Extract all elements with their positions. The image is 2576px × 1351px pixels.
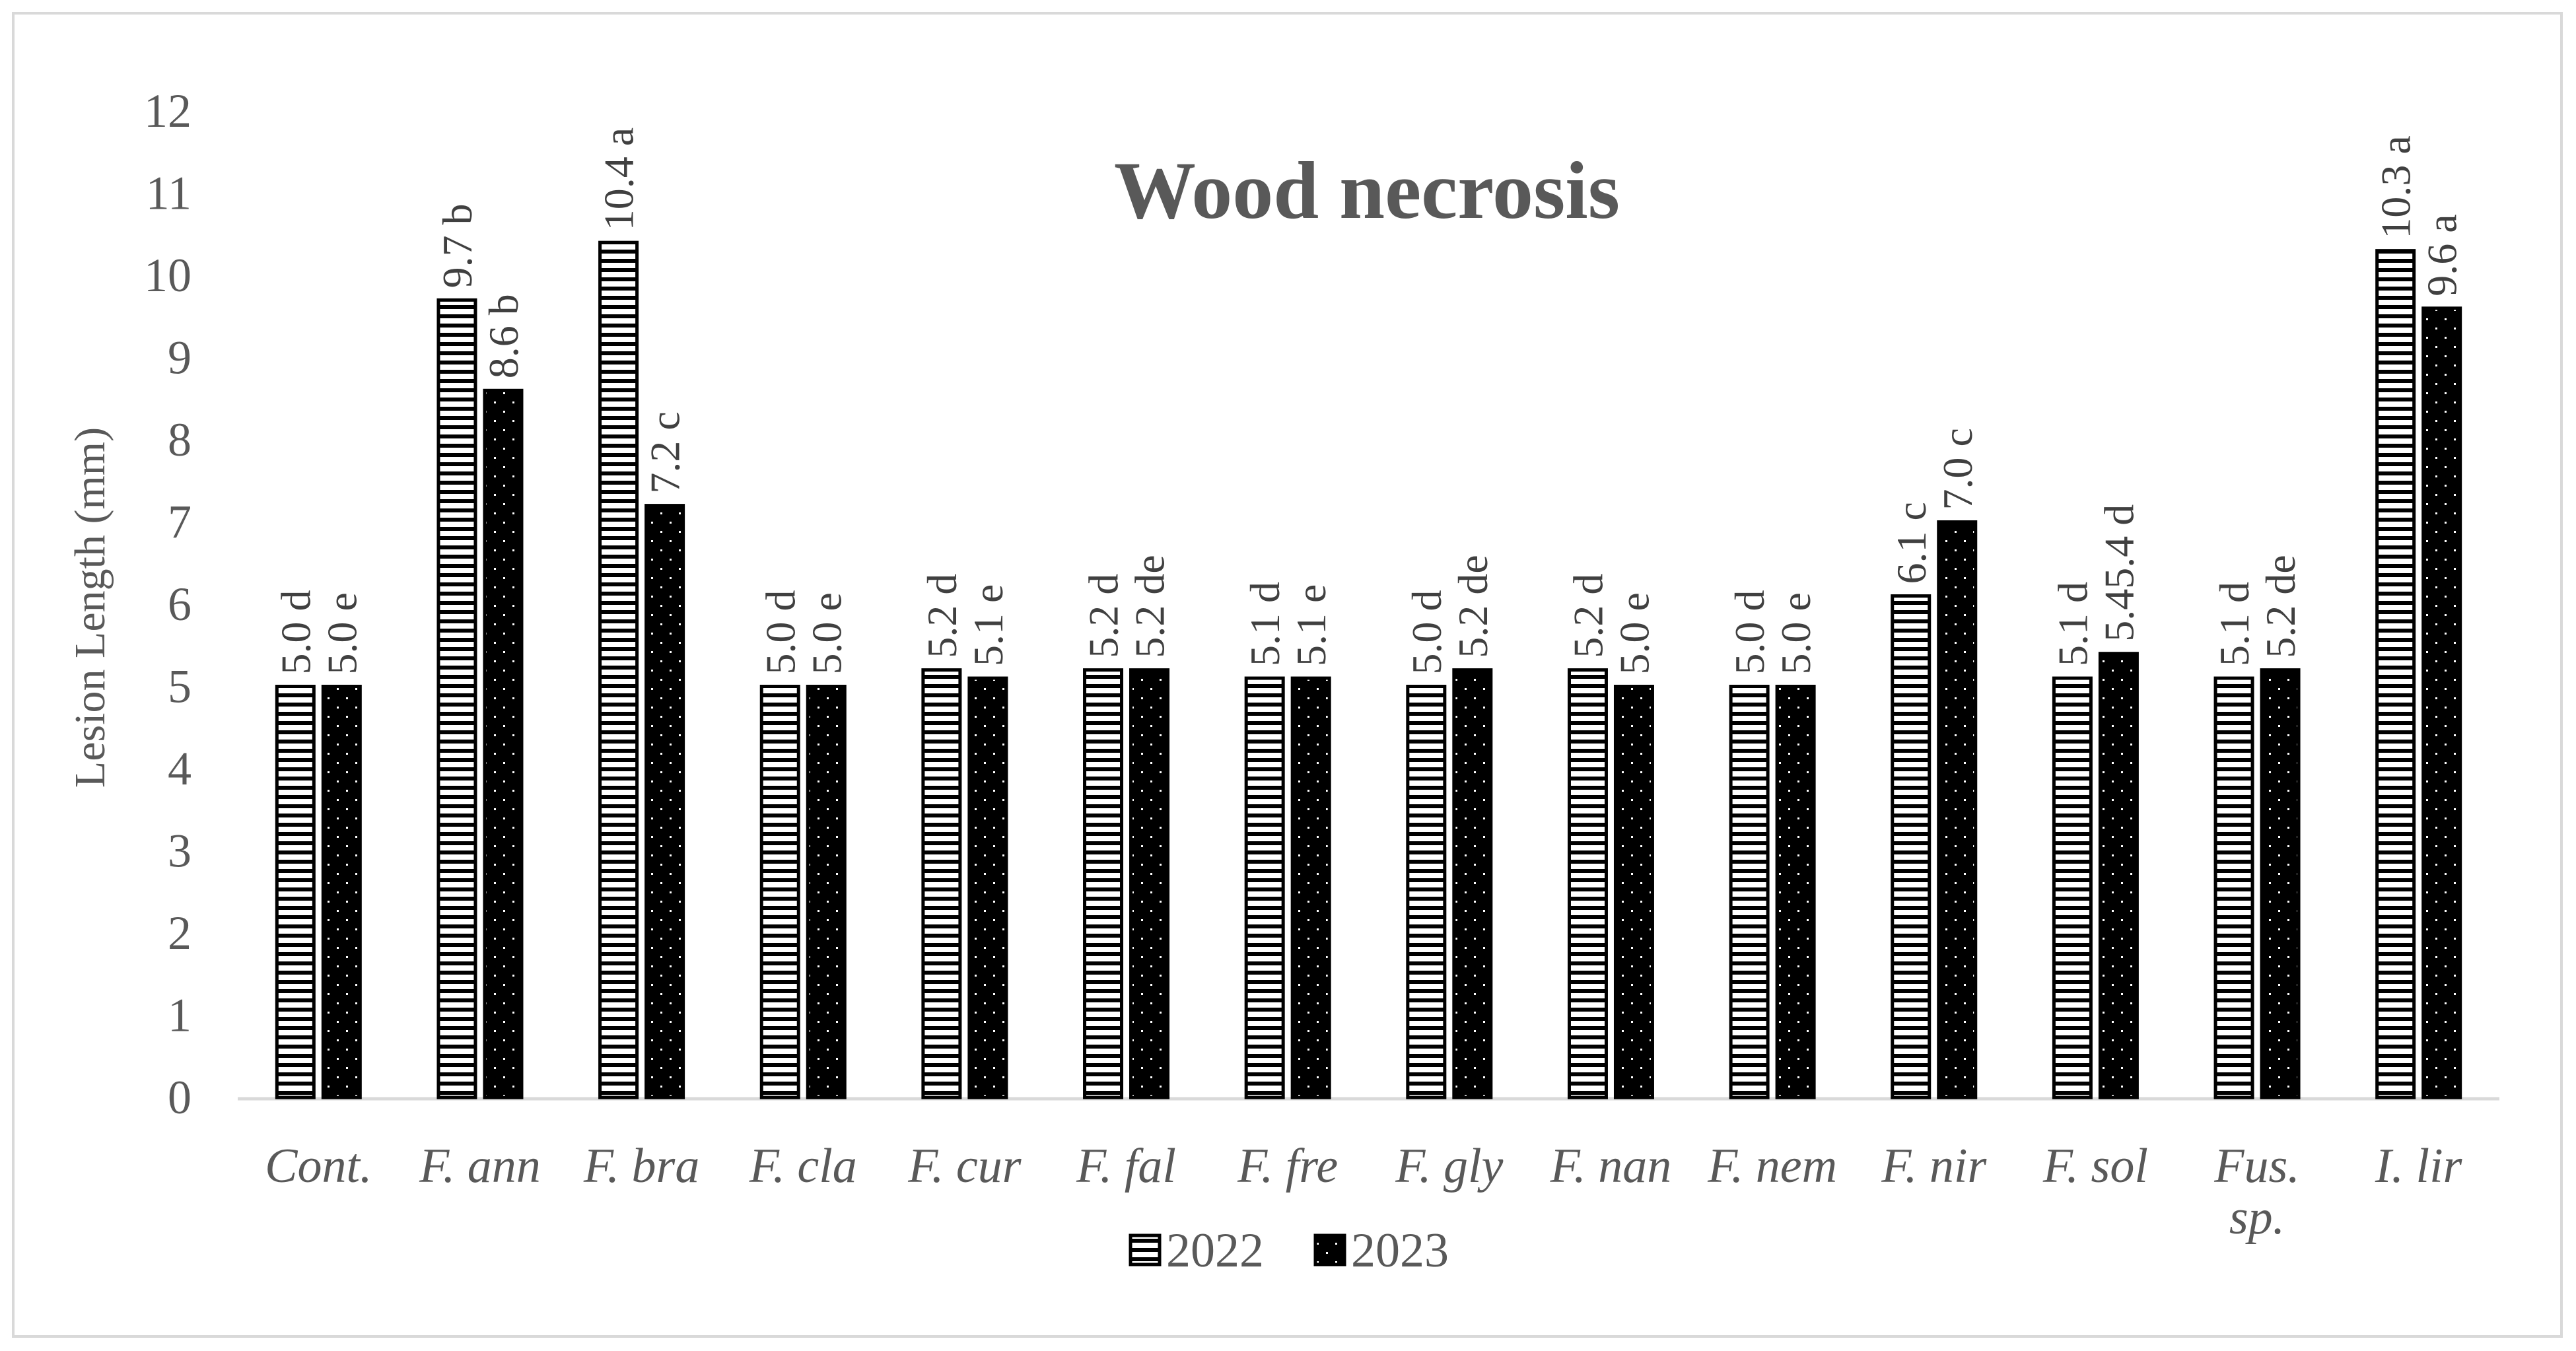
y-tick-label: 5 <box>168 660 191 713</box>
bars <box>275 240 2462 1099</box>
x-category-label: F. gly <box>1395 1139 1503 1193</box>
data-label: 5.0 e <box>1611 592 1657 674</box>
legend-label-2023: 2023 <box>1351 1224 1449 1278</box>
chart-title: Wood necrosis <box>1114 145 1620 236</box>
data-label: 9.7 b <box>434 203 481 288</box>
bar-2023 <box>806 685 847 1099</box>
data-label: 5.2 de <box>1127 555 1173 658</box>
bar-2023 <box>1937 520 1978 1099</box>
data-label: 5.2 de <box>2257 555 2304 658</box>
data-label: 5.0 d <box>1726 590 1773 675</box>
x-category-label: F. fre <box>1237 1139 1338 1193</box>
y-tick-label: 10 <box>144 249 191 302</box>
data-label: 5.1 e <box>1288 584 1335 666</box>
data-label: 5.0 d <box>272 590 319 675</box>
bar-2023 <box>1290 676 1331 1099</box>
legend-label-2022: 2022 <box>1166 1224 1264 1278</box>
bar-2022 <box>1567 668 1608 1099</box>
data-label: 5.0 e <box>318 592 365 674</box>
y-tick-label: 1 <box>168 989 191 1042</box>
data-label: 5.0 e <box>1772 592 1819 674</box>
bar-2023 <box>2098 652 2139 1099</box>
bar-2023 <box>321 685 362 1099</box>
x-category-label: F. sol <box>2042 1139 2148 1193</box>
x-category-label: F. nem <box>1707 1139 1837 1193</box>
data-label: 5.45.4 d <box>2095 504 2142 642</box>
y-tick-label: 11 <box>146 167 191 220</box>
bar-2023 <box>1775 685 1816 1099</box>
data-label: 5.2 de <box>1449 555 1496 658</box>
bar-2023 <box>1129 668 1170 1099</box>
bar-2023 <box>967 676 1008 1099</box>
bar-2023 <box>2421 306 2462 1099</box>
data-label: 9.6 a <box>2419 214 2466 296</box>
x-category-label: Fus. <box>2213 1139 2300 1193</box>
y-tick-label: 12 <box>144 85 191 137</box>
bar-2022 <box>2052 676 2093 1099</box>
bar-2022 <box>1244 676 1285 1099</box>
data-label: 6.1 c <box>1888 502 1935 584</box>
bar-2022 <box>921 668 962 1099</box>
bar-2022 <box>1406 685 1447 1099</box>
data-label: 5.1 d <box>2049 582 2096 666</box>
data-label: 5.0 d <box>757 590 804 675</box>
y-tick-label: 3 <box>168 825 191 878</box>
x-category-label: F. nan <box>1550 1139 1672 1193</box>
x-axis-categories: Cont. F. ann F. bra F. cla F. cur F. fal F. fr… <box>265 1139 2463 1245</box>
bar-2022 <box>436 298 477 1099</box>
y-tick-label: 7 <box>168 496 191 549</box>
x-category-label: sp. <box>2229 1191 2285 1245</box>
bar-2023 <box>644 504 685 1099</box>
data-label: 8.6 b <box>480 294 527 378</box>
x-category-label: F. fal <box>1076 1139 1176 1193</box>
y-tick-label: 2 <box>168 907 191 959</box>
y-tick-label: 8 <box>168 413 191 466</box>
bar-2023 <box>483 388 524 1099</box>
data-label: 10.4 a <box>596 127 643 230</box>
data-label: 5.2 d <box>1080 574 1127 658</box>
bar-2023 <box>1452 668 1493 1099</box>
data-label: 7.2 c <box>642 411 689 493</box>
bar-labels: 5.0 d5.0 e9.7 b8.6 b10.4 a7.2 c5.0 d 5.0 … <box>272 127 2465 675</box>
bar-2023 <box>1613 685 1654 1099</box>
data-label: 5.2 d <box>919 574 965 658</box>
bar-2022 <box>1891 594 1932 1099</box>
y-tick-label: 9 <box>168 331 191 384</box>
bar-2023 <box>2260 668 2301 1099</box>
bar-2022 <box>598 240 639 1099</box>
data-label: 5.2 d <box>1564 574 1611 658</box>
y-axis-title: Lesion Length (mm) <box>66 427 114 788</box>
x-category-label: Cont. <box>265 1139 372 1193</box>
bar-2022 <box>1729 685 1770 1099</box>
y-tick-label: 4 <box>168 742 191 795</box>
data-label: 5.1 d <box>1241 582 1288 666</box>
y-tick-label: 0 <box>168 1071 191 1124</box>
legend-swatch-2023 <box>1313 1233 1346 1266</box>
data-label: 5.1 d <box>2211 582 2258 666</box>
data-label: 5.1 e <box>965 584 1012 666</box>
x-category-label: I. lir <box>2375 1139 2463 1193</box>
legend: 2022 2023 <box>1129 1224 1449 1278</box>
data-label: 10.3 a <box>2373 135 2419 238</box>
data-label: 7.0 c <box>1934 428 1981 510</box>
x-category-label: F. bra <box>583 1139 699 1193</box>
bar-2022 <box>2375 249 2416 1099</box>
data-label: 5.0 e <box>803 592 850 674</box>
bar-2022 <box>1083 668 1124 1099</box>
bar-2022 <box>275 685 316 1099</box>
y-tick-label: 6 <box>168 578 191 631</box>
data-label: 5.0 d <box>1403 590 1450 675</box>
bar-2022 <box>2213 676 2254 1099</box>
x-category-label: F. cla <box>749 1139 857 1193</box>
x-category-label: F. nir <box>1881 1139 1987 1193</box>
x-category-label: F. cur <box>907 1139 1022 1193</box>
legend-swatch-2022 <box>1129 1233 1162 1266</box>
bar-2022 <box>759 685 800 1099</box>
x-category-label: F. ann <box>419 1139 541 1193</box>
